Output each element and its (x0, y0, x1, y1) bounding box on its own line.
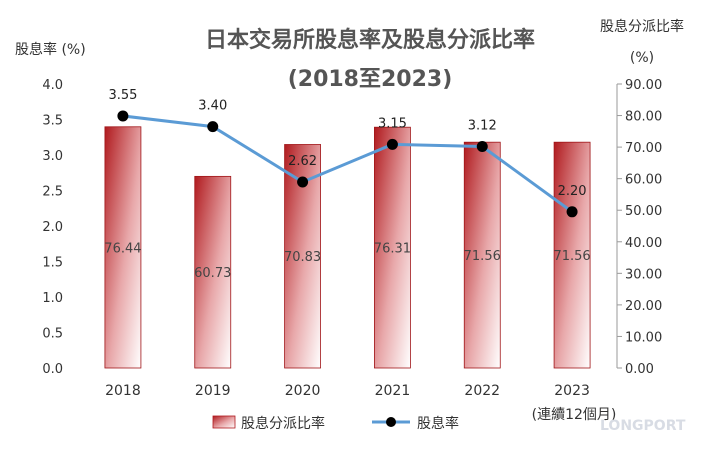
category-label: 2022 (464, 383, 500, 399)
category-label: 2023 (554, 383, 590, 399)
right-tick-label: 0.00 (625, 362, 654, 377)
category-note: (連續12個月) (532, 407, 617, 423)
left-tick-label: 4.0 (42, 78, 63, 93)
category-label: 2020 (285, 383, 321, 399)
bar-data-label: 60.73 (194, 266, 231, 281)
bar-data-label: 76.44 (104, 241, 141, 256)
dividend-yield-line (122, 114, 573, 214)
bar-series (104, 126, 591, 369)
right-axis: 0.00 10.00 20.00 30.00 40.00 50.00 60.00 70.00 8… (616, 78, 662, 377)
line-data-label: 3.40 (198, 99, 227, 114)
bar-labels: 76.44 60.73 70.83 76.31 71.56 71.56 (104, 241, 590, 281)
right-tick-label: 80.00 (625, 110, 662, 125)
left-tick-label: 2.0 (42, 220, 63, 235)
category-axis: 2018 2019 2020 2021 2022 2023 (105, 383, 590, 399)
left-tick-label: 0.0 (42, 362, 63, 377)
left-tick-label: 0.5 (42, 327, 63, 342)
legend-line-label: 股息率 (417, 415, 459, 432)
line-point (117, 110, 129, 122)
right-axis-title-line1: 股息分派比率 (600, 18, 684, 35)
legend-line-marker (386, 417, 396, 427)
legend-bar-label: 股息分派比率 (241, 415, 325, 432)
line-data-label: 2.20 (558, 184, 587, 199)
bar (194, 175, 232, 369)
line-point (207, 121, 219, 133)
line-data-label: 3.55 (108, 88, 137, 103)
chart-subtitle: (2018至2023) (288, 67, 453, 92)
watermark: LONGPORT (600, 418, 686, 434)
legend-bar-swatch (212, 415, 236, 429)
left-tick-label: 2.5 (42, 185, 63, 200)
right-tick-label: 70.00 (625, 141, 662, 156)
right-tick-label: 40.00 (625, 236, 662, 251)
bar (553, 141, 591, 369)
right-tick-label: 90.00 (625, 78, 662, 93)
line-point (297, 176, 309, 188)
bar-data-label: 70.83 (284, 250, 321, 265)
bar (374, 126, 411, 369)
legend: 股息分派比率 股息率 (212, 415, 459, 432)
left-tick-label: 1.5 (42, 256, 63, 271)
line-point (386, 138, 398, 150)
left-tick-label: 3.5 (42, 114, 63, 129)
bar-data-label: 71.56 (464, 249, 501, 264)
left-tick-label: 1.0 (42, 291, 63, 306)
line-data-label: 3.12 (468, 118, 497, 133)
category-label: 2018 (105, 383, 141, 399)
left-axis-title: 股息率 (%) (15, 41, 86, 58)
right-tick-label: 60.00 (625, 173, 662, 188)
category-label: 2019 (195, 383, 231, 399)
right-tick-label: 10.00 (625, 330, 662, 345)
right-tick-label: 50.00 (625, 204, 662, 219)
bar-data-label: 76.31 (374, 242, 411, 257)
category-label: 2021 (375, 383, 411, 399)
right-axis-title-line2: (%) (630, 50, 654, 66)
line-data-label: 3.15 (378, 116, 407, 131)
left-axis: 0.0 0.5 1.0 1.5 2.0 2.5 3.0 3.5 4.0 (42, 78, 63, 377)
bar (463, 141, 501, 369)
right-tick-label: 30.00 (625, 267, 662, 282)
line-point (566, 206, 578, 218)
right-tick-label: 20.00 (625, 299, 662, 314)
bar-data-label: 71.56 (553, 249, 590, 264)
bar (104, 126, 142, 369)
line-point (476, 140, 488, 152)
line-series: 3.55 3.40 2.62 3.15 3.12 2.20 (108, 88, 587, 218)
line-data-label: 2.62 (288, 154, 317, 169)
chart-title: 日本交易所股息率及股息分派比率 (205, 27, 535, 53)
left-tick-label: 3.0 (42, 149, 63, 164)
